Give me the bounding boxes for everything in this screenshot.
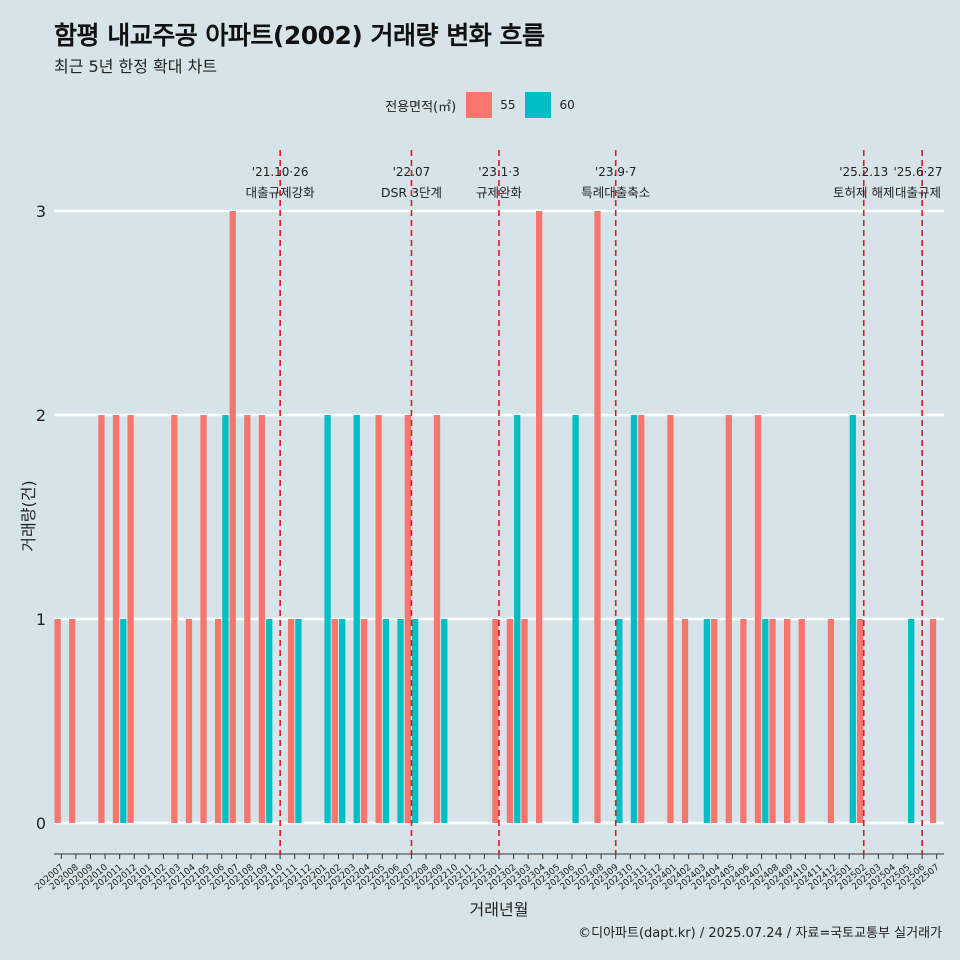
bar-55-202409 [784, 619, 791, 823]
legend-item-55: 55 [466, 92, 515, 118]
chart-title: 함평 내교주공 아파트(2002) 거래량 변화 흐름 [54, 21, 545, 50]
bar-60-202505 [908, 619, 915, 823]
y-axis-title: 거래량(건) [19, 480, 38, 551]
bar-55-202205 [375, 415, 382, 823]
bar-60-202309 [616, 619, 623, 823]
bar-60-202403 [703, 619, 711, 823]
bar-55-202106 [214, 619, 222, 823]
bar-55-202308 [594, 211, 601, 823]
event-date-202506: '25.6·27 [893, 165, 942, 179]
chart-subtitle: 최근 5년 한정 확대 차트 [54, 57, 218, 76]
bar-55-202103 [171, 415, 178, 823]
bar-55-202109 [258, 415, 266, 823]
bar-55-202111 [287, 619, 295, 823]
bar-55-202404 [711, 619, 718, 823]
bar-55-202108 [244, 415, 251, 823]
event-date-202110: '21.10·26 [252, 165, 309, 179]
legend-swatch-55 [466, 92, 493, 118]
legend-label-55: 55 [500, 98, 516, 112]
bar-55-202401 [667, 415, 674, 823]
bar-55-202303 [521, 619, 528, 823]
bar-60-202106 [222, 415, 229, 823]
bar-55-202304 [535, 211, 543, 823]
bar-60-202501 [849, 415, 856, 823]
bar-55-202107 [229, 211, 236, 823]
bar-55-202105 [200, 415, 207, 823]
bar-55-202207 [404, 415, 411, 823]
bar-60-202306 [572, 415, 579, 823]
legend-label-60: 60 [559, 98, 575, 112]
legend-title: 전용면적(㎡) [385, 99, 457, 115]
bar-55-202209 [433, 415, 441, 823]
bar-55-202405 [725, 415, 732, 823]
bar-55-202311 [638, 415, 645, 823]
bar-60-202302 [514, 415, 521, 823]
bar-55-202202 [331, 619, 339, 823]
event-date-202502: '25.2.13 [839, 165, 888, 179]
event-date-202301: '23.1·3 [478, 165, 519, 179]
y-tick-label-2: 2 [36, 406, 46, 425]
y-tick-label-3: 3 [36, 202, 46, 221]
bar-55-202502 [856, 619, 864, 823]
event-date-202207: '22.07 [393, 165, 431, 179]
event-label-202309: 특례대출축소 [581, 185, 650, 200]
bar-60-202209 [441, 619, 448, 823]
bar-55-202008 [69, 619, 76, 823]
bar-60-202207 [411, 619, 419, 823]
y-tick-label-1: 1 [36, 610, 46, 629]
bar-55-202007 [54, 619, 61, 823]
bar-55-202410 [798, 619, 805, 823]
y-tick-label-0: 0 [36, 814, 46, 833]
x-axis-title: 거래년월 [470, 900, 529, 919]
bar-55-202407 [754, 415, 762, 823]
bar-60-202202 [339, 619, 346, 823]
bar-60-202111 [295, 619, 302, 823]
bar-55-202012 [127, 415, 134, 823]
event-date-202309: '23.9·7 [595, 165, 636, 179]
bar-55-202412 [827, 619, 835, 823]
event-label-202110: 대출규제강화 [246, 185, 316, 200]
bar-60-202310 [630, 415, 638, 823]
legend: 전용면적(㎡) 55 60 [0, 92, 960, 118]
event-label-202207: DSR 3단계 [381, 185, 442, 200]
bar-55-202406 [740, 619, 747, 823]
bar-60-202205 [382, 619, 390, 823]
bar-60-202201 [324, 415, 331, 823]
source-caption: ©디아파트(dapt.kr) / 2025.07.24 / 자료=국토교통부 실… [578, 926, 942, 941]
bar-60-202407 [762, 619, 769, 823]
bar-60-202011 [120, 619, 127, 823]
legend-swatch-60 [525, 92, 552, 118]
bar-60-202109 [266, 619, 273, 823]
bar-55-202010 [98, 415, 105, 823]
event-label-202301: 규제완화 [476, 185, 523, 200]
bar-55-202104 [185, 619, 193, 823]
bar-55-202507 [929, 619, 937, 823]
bar-55-202302 [506, 619, 514, 823]
bar-55-202408 [769, 619, 776, 823]
bar-55-202011 [112, 415, 120, 823]
bar-60-202203 [353, 415, 360, 823]
bar-55-202301 [492, 619, 499, 823]
bar-55-202204 [360, 619, 368, 823]
legend-item-60: 60 [525, 92, 575, 118]
bar-60-202206 [397, 619, 404, 823]
bar-55-202402 [681, 619, 689, 823]
event-label-202506: 대출규제 [895, 185, 941, 200]
event-label-202502: 토허제 해제 [833, 185, 894, 200]
